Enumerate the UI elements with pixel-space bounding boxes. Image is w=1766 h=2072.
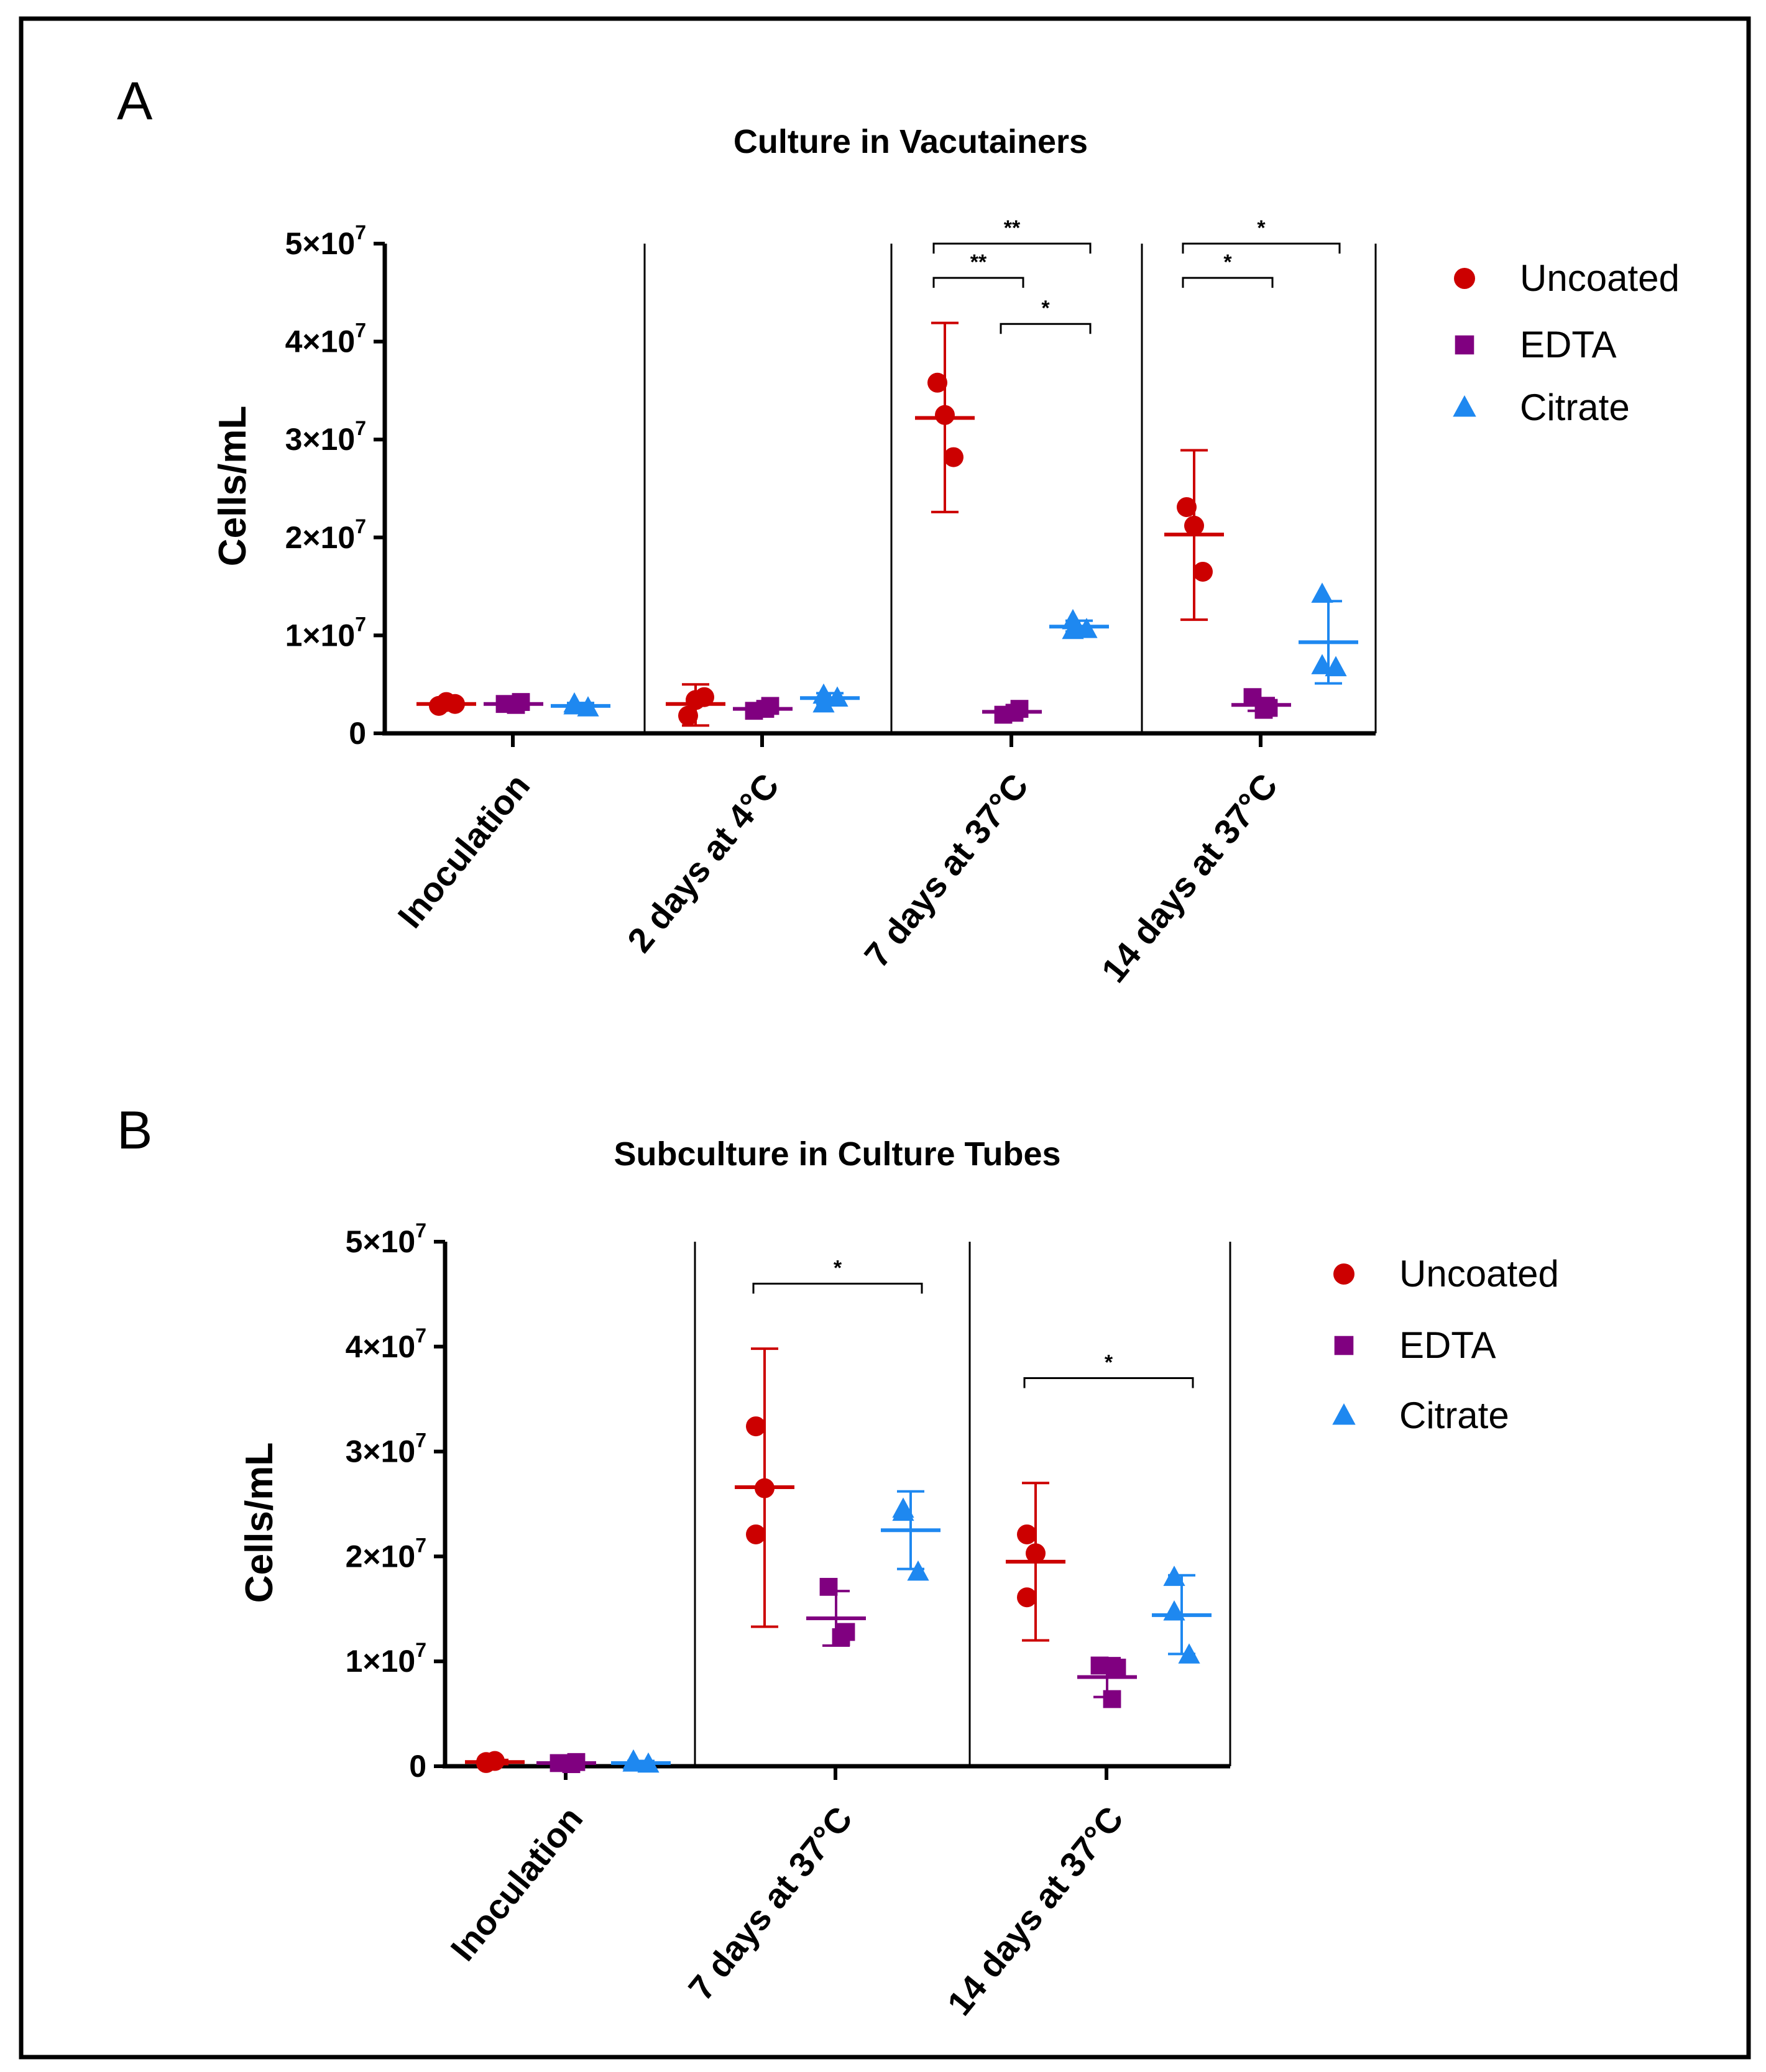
uncoated-14-days-at-37-c-point-1: [1177, 497, 1197, 517]
uncoated-7-days-at-37-c-point-3: [944, 447, 963, 467]
y-tick-label: 4×107: [285, 319, 366, 359]
significance-2-label: *: [1105, 1350, 1113, 1374]
legend-marker-citrate: [1332, 1403, 1356, 1425]
significance-3-bracket: [1000, 323, 1092, 334]
citrate-14-days-at-37-c-point-2: [1311, 654, 1333, 674]
uncoated-14-days-at-37-c-point-3: [1193, 561, 1213, 582]
uncoated-2-days-at-4-c-point-3: [694, 687, 714, 707]
uncoated-7-days-at-37-c-point-1: [746, 1416, 766, 1437]
panel-label-a: A: [117, 71, 153, 131]
legend-label-citrate: Citrate: [1520, 387, 1630, 428]
edta-14-days-at-37-c-point-1: [1090, 1656, 1109, 1675]
significance-2-label: **: [970, 250, 987, 274]
citrate-14-days-at-37-c-point-3: [1325, 656, 1347, 677]
y-tick-label: 3×107: [346, 1429, 426, 1469]
uncoated-7-days-at-37-c-point-2: [935, 405, 955, 425]
legend-b: Uncoated EDTA Citrate: [1332, 1253, 1559, 1436]
edta-7-days-at-37-c-point-1: [819, 1577, 838, 1596]
uncoated-7-days-at-37-c-point-1: [927, 372, 947, 393]
y-tick-label: 1×107: [346, 1639, 426, 1679]
significance-1-bracket: [932, 242, 1092, 254]
significance-2-bracket: [932, 277, 1024, 288]
legend-marker-edta: [1455, 335, 1474, 355]
legend-label-uncoated: Uncoated: [1520, 257, 1680, 299]
y-axis-label-a: Cells/mL: [211, 406, 254, 566]
edta-14-days-at-37-c-point-3: [1103, 1690, 1121, 1708]
significance-4-label: *: [1257, 216, 1266, 240]
edta-7-days-at-37-c-point-3: [832, 1628, 850, 1646]
significance-4-bracket: [1182, 242, 1341, 254]
y-tick-label: 0: [349, 716, 366, 751]
y-tick-label: 5×107: [346, 1219, 426, 1259]
edta-14-days-at-37-c-point-2: [1108, 1658, 1126, 1677]
chart-title-a: Culture in Vacutainers: [734, 123, 1088, 160]
panel-label-b: B: [117, 1101, 152, 1160]
significance-1-bracket: [752, 1283, 923, 1294]
y-axis-label-b: Cells/mL: [238, 1442, 281, 1603]
y-tick-label: 1×107: [285, 613, 366, 653]
figure-border: [19, 16, 1751, 2060]
citrate-7-days-at-37-c-point-2: [892, 1497, 914, 1518]
citrate-14-days-at-37-c-point-1: [1311, 582, 1333, 603]
y-tick-label: 0: [409, 1749, 426, 1784]
uncoated-14-days-at-37-c-point-2: [1184, 515, 1204, 536]
chart-title-b: Subculture in Culture Tubes: [614, 1135, 1060, 1173]
significance-1-label: *: [834, 1257, 842, 1280]
significance-5-bracket: [1182, 277, 1274, 288]
citrate-7-days-at-37-c-point-3: [907, 1560, 929, 1581]
y-tick-label: 2×107: [346, 1534, 426, 1574]
y-tick-label: 4×107: [346, 1324, 426, 1364]
uncoated-14-days-at-37-c-point-3: [1017, 1587, 1037, 1608]
legend-marker-citrate: [1453, 395, 1476, 417]
significance-2-bracket: [1023, 1377, 1194, 1388]
uncoated-14-days-at-37-c-point-2: [1026, 1543, 1046, 1564]
y-tick-label: 3×107: [285, 417, 366, 457]
citrate-14-days-at-37-c-point-3: [1178, 1643, 1200, 1664]
significance-3-label: *: [1041, 296, 1050, 320]
legend-marker-uncoated: [1454, 268, 1475, 289]
legend-label-edta: EDTA: [1399, 1324, 1496, 1366]
legend-marker-uncoated: [1333, 1263, 1354, 1285]
y-tick-label: 2×107: [285, 515, 366, 555]
significance-1-label: **: [1004, 216, 1021, 240]
uncoated-2-days-at-4-c-point-1: [678, 705, 698, 726]
significance-5-label: *: [1223, 250, 1232, 274]
legend-label-citrate: Citrate: [1399, 1395, 1509, 1436]
uncoated-7-days-at-37-c-point-3: [746, 1524, 766, 1544]
citrate-14-days-at-37-c-point-1: [1163, 1565, 1185, 1586]
legend-a: Uncoated EDTA Citrate: [1453, 257, 1680, 428]
y-tick-label: 5×107: [285, 221, 366, 261]
legend-label-uncoated: Uncoated: [1399, 1253, 1559, 1295]
legend-label-edta: EDTA: [1520, 324, 1617, 365]
legend-marker-edta: [1334, 1336, 1354, 1355]
uncoated-14-days-at-37-c-point-1: [1017, 1524, 1037, 1544]
